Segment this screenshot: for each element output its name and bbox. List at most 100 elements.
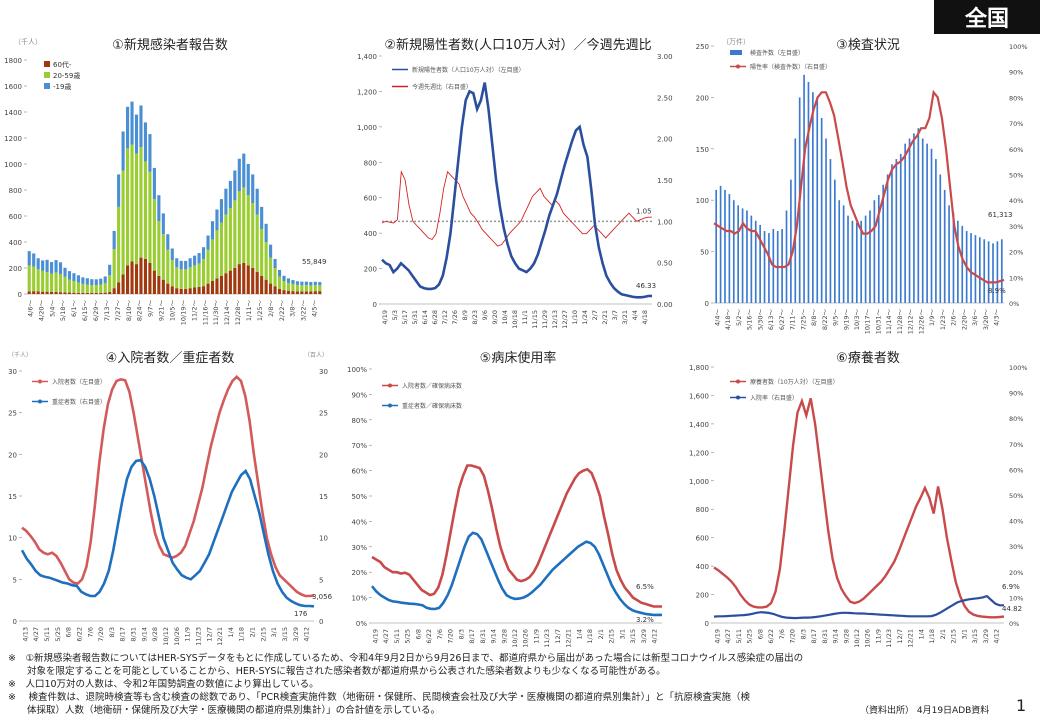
- bar-tests: [728, 194, 731, 303]
- x-tick-label: 11/28～: [896, 309, 904, 335]
- x-tick-label: 2/20～: [960, 309, 968, 331]
- bar-60plus: [85, 292, 89, 294]
- y-tick-label: 800: [364, 159, 377, 167]
- bar-60plus: [134, 264, 139, 294]
- x-tick-label: 1/4: [575, 629, 583, 639]
- legend-inpatient-rate-label: 入院者数／確保病床数: [402, 382, 462, 390]
- x-tick-label: 4/13: [21, 627, 29, 642]
- bar-60plus: [224, 273, 228, 294]
- y-tick-label: 1800: [4, 57, 22, 65]
- bar-tests: [908, 138, 911, 303]
- bar-under19: [175, 258, 179, 268]
- y-tick-label: 0: [373, 301, 377, 309]
- y-tick-label: 1400: [4, 109, 22, 117]
- y2-tick-label: 1.00: [657, 218, 673, 226]
- legend-swatch: [44, 72, 50, 78]
- bar-under19: [318, 282, 322, 286]
- y-tick-label: 100: [696, 197, 709, 205]
- bar-20-59: [175, 267, 179, 289]
- x-tick-label: 7/27～: [114, 300, 122, 322]
- bar-20-59: [121, 170, 125, 275]
- last-left-label: 46.33: [636, 282, 656, 290]
- y-tick-label: 70%: [351, 442, 367, 450]
- y-tick-label: 30: [8, 368, 17, 376]
- bar-under19: [233, 170, 237, 201]
- bar-60plus: [152, 270, 156, 294]
- legend-positive-label: 新規陽性者数（人口10万人対）（左目盛）: [412, 66, 525, 74]
- last-label-severe: 3.2%: [636, 616, 654, 624]
- bar-under19: [130, 101, 134, 145]
- chart-title-recuperating: ⑥療養者数: [836, 351, 900, 366]
- legend-admit-rate-label: 入院率（右目盛）: [750, 394, 798, 402]
- bar-20-59: [224, 214, 228, 274]
- x-tick-label: 10/26: [864, 629, 872, 648]
- x-tick-label: 7/20: [789, 629, 797, 644]
- bar-under19: [103, 276, 107, 283]
- y-tick-label: 10%: [351, 595, 367, 603]
- bar-tests: [829, 159, 832, 303]
- y-tick-label: 60%: [351, 468, 367, 476]
- x-tick-label: 3/1: [270, 627, 278, 637]
- x-tick-label: 6/1～: [70, 300, 78, 317]
- y2-tick-label: 2.50: [657, 94, 673, 102]
- x-tick-label: 12/7: [554, 629, 562, 644]
- bar-20-59: [103, 282, 107, 293]
- y2-tick-label: 40%: [1009, 518, 1023, 526]
- x-tick-label: 5/25: [746, 629, 754, 644]
- bar-tests: [904, 143, 906, 303]
- bar-60plus: [94, 292, 98, 294]
- x-tick-label: 12/28～: [234, 300, 242, 326]
- last-left-label: 3,056: [312, 593, 333, 601]
- x-tick-label: 6/8: [756, 629, 764, 639]
- bar-tests: [825, 138, 827, 303]
- bar-under19: [67, 271, 72, 280]
- x-tick-label: 1/4: [227, 627, 235, 637]
- x-tick-label: 9/21～: [158, 300, 166, 322]
- x-tick-label: 4/12: [651, 629, 659, 644]
- bar-60plus: [81, 292, 85, 294]
- y-tick-label: 1,600: [689, 392, 709, 400]
- bar-under19: [255, 188, 259, 215]
- y2-tick-label: 100%: [1009, 43, 1028, 51]
- x-tick-label: 12/13: [551, 310, 559, 329]
- bar-60plus: [121, 274, 125, 294]
- y-tick-label: 1,200: [357, 88, 377, 96]
- x-tick-label: 6/27～: [778, 309, 786, 331]
- bar-tests: [803, 74, 805, 303]
- chart-title-tests: ③検査状況: [836, 38, 900, 53]
- y-tick-label: 600: [364, 195, 377, 203]
- x-tick-label: 7/13～: [103, 300, 111, 322]
- bar-tests: [864, 215, 867, 303]
- bar-tests: [939, 174, 942, 303]
- legend-admit-rate-marker: [736, 395, 740, 400]
- series-admit-rate-line: [713, 594, 1004, 620]
- bar-60plus: [99, 292, 103, 294]
- bar-60plus: [112, 288, 116, 294]
- x-tick-label: 11/15: [531, 310, 539, 329]
- bar-under19: [54, 260, 58, 273]
- bar-20-59: [304, 285, 308, 292]
- legend-positivity-marker: [736, 64, 740, 69]
- bar-20-59: [166, 249, 170, 284]
- x-tick-label: 4/6～: [26, 300, 34, 317]
- footnote-line: ※ 検査件数は、退院時検査等も含む検査の総数であり、「PCR検査実施件数（地衛研…: [8, 692, 750, 703]
- bar-60plus: [188, 288, 192, 294]
- last-right-label: 1.05: [636, 207, 652, 215]
- bar-under19: [210, 221, 215, 240]
- bar-tests: [812, 92, 814, 303]
- bar-60plus: [264, 279, 268, 294]
- unit-left-label: （千人）: [8, 351, 32, 359]
- bar-20-59: [72, 281, 76, 293]
- bar-60plus: [36, 291, 40, 294]
- bar-tests: [719, 185, 722, 303]
- legend-patients-marker: [736, 379, 740, 384]
- bar-60plus: [246, 265, 250, 294]
- bar-under19: [108, 264, 112, 276]
- x-tick-label: 11/1: [521, 310, 529, 325]
- x-tick-label: 12/7: [896, 629, 904, 644]
- bar-under19: [50, 262, 54, 274]
- bar-20-59: [27, 265, 31, 292]
- x-tick-label: 9/14: [140, 627, 148, 642]
- y-tick-label: 200: [9, 265, 22, 273]
- bar-20-59: [179, 269, 183, 289]
